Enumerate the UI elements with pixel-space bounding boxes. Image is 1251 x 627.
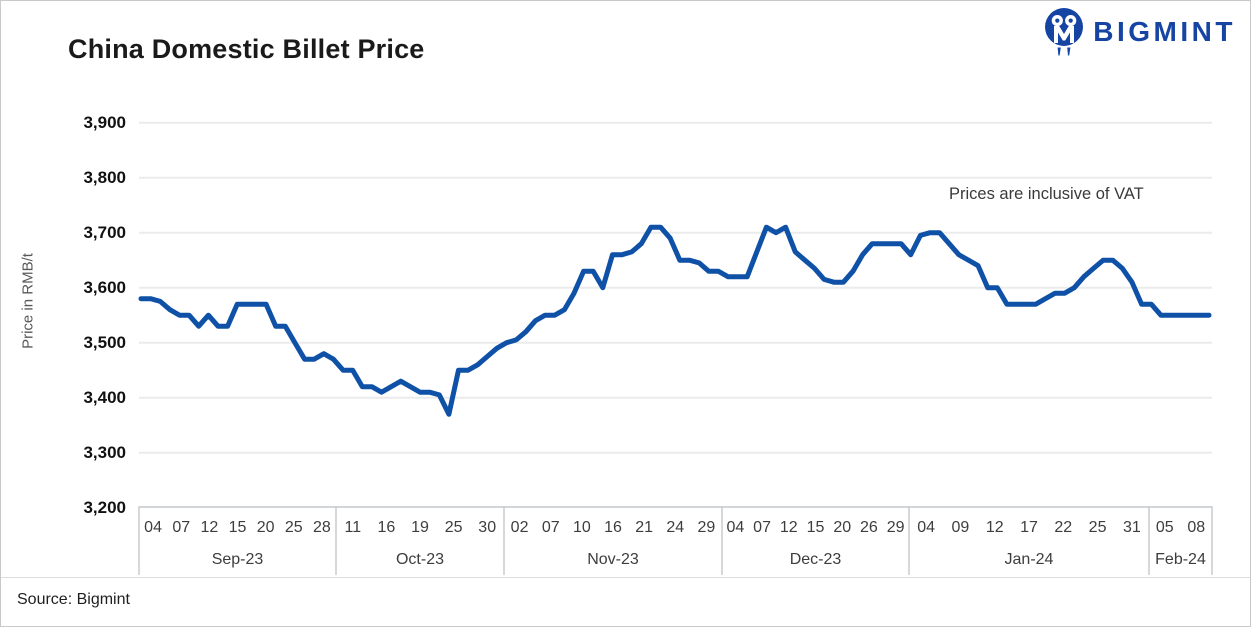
bigmint-logo: BIGMINT xyxy=(1044,7,1236,57)
x-day-label: 04 xyxy=(726,519,744,536)
x-day-label: 25 xyxy=(1089,519,1107,536)
x-day-label: 15 xyxy=(229,519,247,536)
x-day-label: 12 xyxy=(200,519,218,536)
x-month-label: Nov-23 xyxy=(587,551,639,568)
x-day-label: 08 xyxy=(1187,519,1205,536)
x-day-label: 24 xyxy=(666,519,684,536)
y-tick-label: 3,500 xyxy=(83,333,126,352)
x-day-label: 25 xyxy=(445,519,463,536)
x-day-label: 29 xyxy=(698,519,716,536)
x-month-label: Sep-23 xyxy=(212,551,264,568)
x-day-label: 25 xyxy=(285,519,303,536)
y-tick-label: 3,400 xyxy=(83,388,126,407)
y-tick-label: 3,200 xyxy=(83,498,126,517)
x-month-label: Jan-24 xyxy=(1005,551,1054,568)
x-day-label: 17 xyxy=(1020,519,1038,536)
x-day-label: 04 xyxy=(917,519,935,536)
x-day-label: 07 xyxy=(753,519,771,536)
x-month-label: Dec-23 xyxy=(790,551,842,568)
bigmint-logo-text: BIGMINT xyxy=(1093,16,1236,47)
x-month-label: Feb-24 xyxy=(1155,551,1206,568)
x-day-label: 09 xyxy=(952,519,970,536)
x-day-label: 07 xyxy=(172,519,190,536)
y-tick-label: 3,700 xyxy=(83,223,126,242)
x-day-label: 20 xyxy=(833,519,851,536)
bigmint-logo-icon xyxy=(1045,8,1084,56)
x-day-label: 11 xyxy=(344,519,361,536)
y-tick-label: 3,600 xyxy=(83,278,126,297)
x-day-label: 30 xyxy=(478,519,496,536)
x-day-label: 31 xyxy=(1123,519,1141,536)
y-tick-label: 3,800 xyxy=(83,168,126,187)
x-day-label: 04 xyxy=(144,519,162,536)
y-axis-title: Price in RMB/t xyxy=(19,253,37,349)
chart-title: China Domestic Billet Price xyxy=(68,34,425,64)
x-day-label: 05 xyxy=(1156,519,1174,536)
x-day-label: 02 xyxy=(511,519,529,536)
x-day-label: 26 xyxy=(860,519,878,536)
x-day-label: 12 xyxy=(986,519,1004,536)
x-day-label: 16 xyxy=(604,519,622,536)
x-day-label: 19 xyxy=(411,519,429,536)
x-day-label: 22 xyxy=(1054,519,1072,536)
y-tick-label: 3,300 xyxy=(83,443,126,462)
x-day-label: 16 xyxy=(378,519,396,536)
vat-annotation: Prices are inclusive of VAT xyxy=(949,185,1144,203)
source-note: Source: Bigmint xyxy=(17,591,130,608)
x-day-label: 12 xyxy=(780,519,798,536)
x-day-label: 15 xyxy=(807,519,825,536)
x-month-label: Oct-23 xyxy=(396,551,444,568)
x-day-label: 20 xyxy=(257,519,275,536)
x-day-label: 10 xyxy=(573,519,591,536)
footer-divider xyxy=(1,577,1250,578)
x-day-label: 07 xyxy=(542,519,560,536)
y-tick-label: 3,900 xyxy=(83,113,126,132)
price-line xyxy=(138,224,1212,417)
x-day-label: 28 xyxy=(313,519,331,536)
x-day-label: 21 xyxy=(635,519,653,536)
x-day-label: 29 xyxy=(887,519,905,536)
